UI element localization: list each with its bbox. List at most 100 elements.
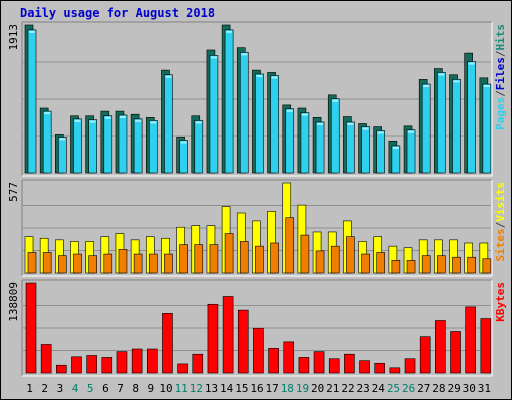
kbytes-bar [435, 320, 446, 374]
kbytes-bar [207, 303, 219, 374]
sites-bar [285, 217, 295, 274]
kbytes-bar [268, 348, 279, 374]
sites-bar [224, 233, 234, 274]
files-bar-highlight [180, 141, 187, 144]
sites-bar [179, 244, 188, 274]
files-bar [315, 121, 325, 174]
x-tick-label: 26 [402, 382, 415, 395]
files-bar-highlight [423, 85, 430, 88]
sites-bar [437, 255, 446, 274]
files-bar [421, 83, 431, 174]
x-tick-label: 18 [281, 382, 294, 395]
files-bar [58, 137, 67, 174]
x-tick-label: 20 [311, 382, 324, 395]
x-tick-label: 3 [57, 382, 64, 395]
files-bar [103, 115, 113, 174]
files-bar-highlight [438, 73, 445, 76]
x-tick-label: 16 [250, 382, 263, 395]
sites-bar [361, 253, 370, 274]
kbytes-bar [313, 351, 325, 374]
x-tick-label: 9 [148, 382, 155, 395]
x-tick-label: 14 [220, 382, 234, 395]
files-bar-highlight [271, 76, 278, 79]
files-bar [42, 110, 52, 174]
x-tick-label: 31 [478, 382, 491, 395]
files-bar [482, 83, 492, 174]
visits-legend-entry: / [494, 221, 507, 228]
sites-bar [73, 253, 82, 274]
files-bar [285, 108, 295, 174]
kbytes-bar [131, 348, 143, 374]
sites-bar [255, 245, 264, 274]
files-bar-highlight [226, 30, 233, 33]
files-bar-highlight [104, 116, 111, 119]
files-bar-highlight [453, 80, 460, 83]
sites-bar [270, 242, 279, 274]
kbytes-bar [283, 341, 295, 374]
files-bar [361, 126, 370, 174]
files-bar [255, 73, 264, 174]
x-tick-label: 7 [117, 382, 124, 395]
sites-bar [133, 253, 143, 274]
files-bar-highlight [29, 30, 35, 33]
x-tick-label: 29 [447, 382, 460, 395]
visits-max-label: 577 [7, 182, 20, 202]
kbytes-bar [374, 362, 386, 374]
files-bar-highlight [317, 122, 324, 125]
x-tick-label: 13 [205, 382, 218, 395]
files-bar [239, 52, 249, 174]
files-bar [376, 130, 386, 174]
kbytes-bar [298, 357, 310, 374]
sites-bar [406, 260, 416, 274]
files-bar [300, 112, 310, 174]
hits-legend-entry: / [494, 50, 507, 57]
kbytes-bar [253, 327, 264, 374]
files-bar-highlight [241, 53, 248, 56]
kbytes-legend: KBytes [494, 282, 507, 322]
x-tick-label: 24 [372, 382, 386, 395]
x-tick-label: 8 [132, 382, 139, 395]
sites-bar [239, 241, 249, 274]
hits-max-label: 1913 [7, 24, 20, 51]
x-tick-label: 4 [72, 382, 79, 395]
kbytes-bar [101, 357, 113, 374]
kbytes-bar [359, 360, 370, 374]
files-bar [270, 75, 279, 174]
kbytes-bar [450, 331, 461, 374]
files-bar [224, 29, 234, 174]
files-bar [73, 118, 82, 174]
files-bar [164, 74, 173, 174]
x-tick-label: 27 [417, 382, 430, 395]
kbytes-bar [465, 306, 476, 374]
files-bar [148, 120, 158, 174]
files-bar-highlight [256, 74, 263, 77]
files-bar-highlight [119, 115, 126, 118]
kbytes-bar [86, 355, 97, 374]
kbytes-bar [146, 348, 158, 374]
kbytes-bar [192, 353, 204, 374]
x-tick-label: 30 [463, 382, 476, 395]
kbytes-bar [71, 356, 82, 374]
visits-legend-entry: Sites [494, 228, 507, 261]
kbytes-bar [237, 309, 249, 374]
kbytes-max-label: 138809 [7, 282, 20, 322]
files-bar-highlight [59, 138, 66, 141]
files-bar [452, 79, 461, 174]
sites-bar [58, 255, 67, 274]
files-bar [467, 61, 476, 174]
sites-bar [391, 260, 401, 274]
files-bar [133, 118, 143, 174]
kbytes-bar [419, 336, 431, 374]
hits-legend-entry: / [494, 90, 507, 97]
x-tick-label: 21 [326, 382, 339, 395]
x-tick-label: 11 [175, 382, 188, 395]
files-bar-highlight [286, 109, 293, 112]
x-tick-label: 10 [159, 382, 172, 395]
kbytes-bar [116, 351, 128, 374]
x-tick-label: 25 [387, 382, 400, 395]
sites-bar [300, 234, 310, 274]
hits-legend-entry: Pages [494, 97, 507, 130]
files-bar-highlight [44, 112, 51, 115]
kbytes-bar [162, 313, 173, 374]
